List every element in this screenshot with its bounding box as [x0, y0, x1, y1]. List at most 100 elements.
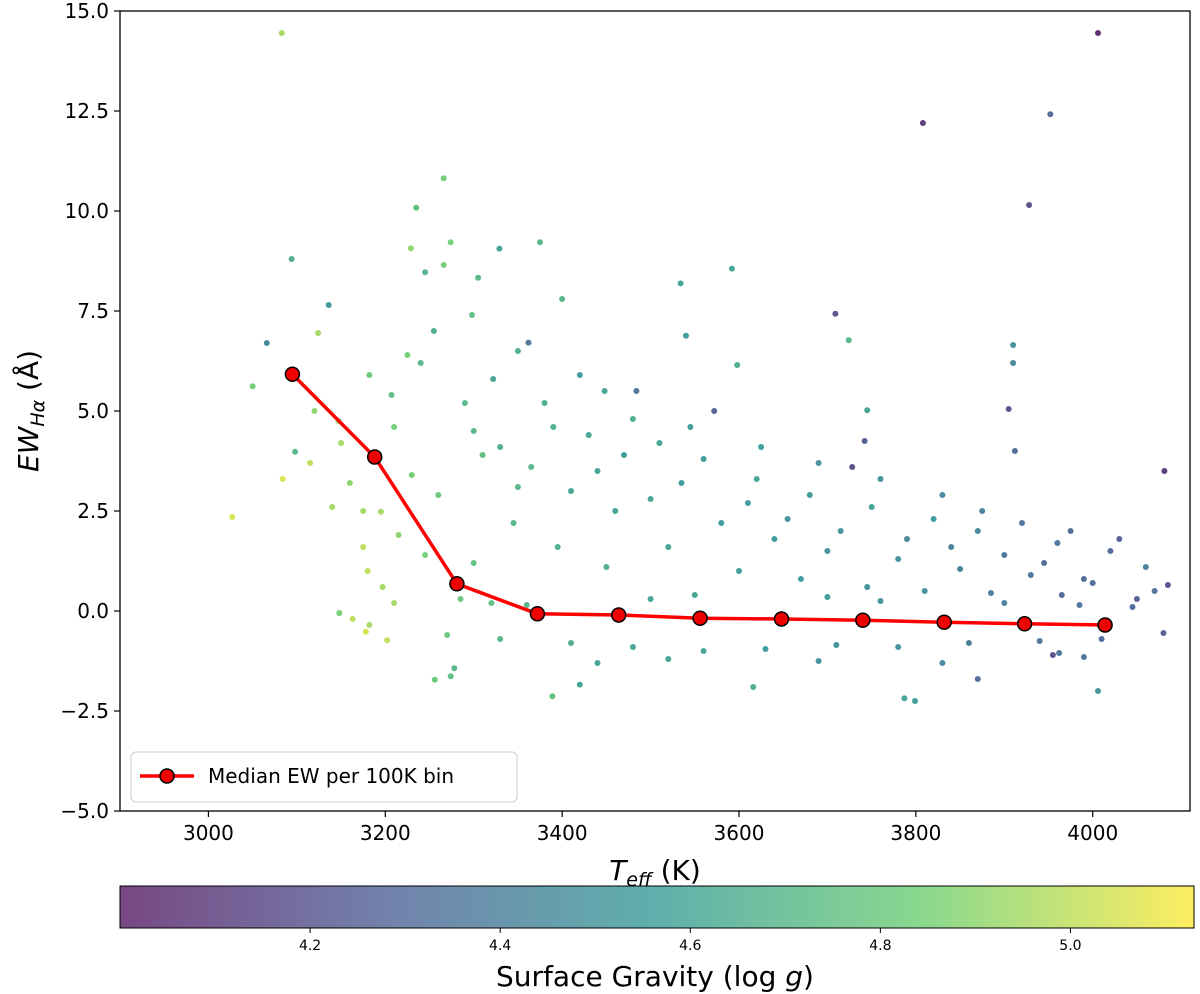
- scatter-point: [921, 588, 928, 594]
- scatter-point: [413, 204, 420, 211]
- scatter-point: [957, 566, 964, 572]
- scatter-point: [457, 596, 464, 602]
- legend-marker-swatch: [159, 768, 175, 784]
- scatter-point: [1095, 688, 1101, 694]
- scatter-point: [837, 528, 844, 534]
- x-axis: 3000 3200 3400 3600 3800 4000: [183, 811, 1118, 845]
- plot-frame: [119, 10, 1191, 812]
- scatter-point: [447, 673, 454, 680]
- x-tick-label: 4000: [1067, 821, 1118, 845]
- scatter-point: [691, 592, 698, 598]
- scatter-point: [1107, 548, 1114, 554]
- y-tick-label: 12.5: [64, 99, 109, 123]
- scatter-point: [1098, 636, 1105, 642]
- scatter-point: [461, 400, 468, 406]
- scatter-point: [1036, 638, 1043, 644]
- scatter-point: [249, 383, 256, 390]
- colorbar-tick-label: 4.4: [489, 938, 511, 954]
- y-tick-label: 5.0: [77, 399, 109, 423]
- scatter-point: [939, 660, 946, 666]
- scatter-point: [279, 476, 286, 482]
- scatter-point: [496, 245, 503, 252]
- scatter-point: [833, 642, 840, 648]
- scatter-point: [391, 424, 398, 430]
- scatter-point: [497, 444, 504, 450]
- scatter-point: [895, 556, 902, 562]
- scatter-point: [1054, 540, 1061, 546]
- scatter-point: [656, 440, 663, 446]
- scatter-point: [366, 622, 373, 628]
- colorbar-tick-label: 4.6: [679, 938, 701, 954]
- scatter-point: [711, 408, 718, 414]
- scatter-point: [263, 340, 270, 346]
- scatter-point: [576, 372, 583, 378]
- scatter-point: [278, 30, 285, 36]
- scatter-point: [525, 339, 532, 346]
- scatter-point: [1047, 111, 1054, 118]
- median-marker: [366, 449, 383, 465]
- scatter-point: [647, 496, 654, 502]
- x-tick-label: 3400: [537, 821, 588, 845]
- scatter-point: [479, 452, 486, 458]
- scatter-point: [346, 480, 353, 486]
- scatter-point: [1027, 572, 1034, 578]
- scatter-point: [979, 508, 986, 514]
- scatter-point: [864, 407, 871, 414]
- colorbar-tick-label: 5.0: [1059, 938, 1081, 954]
- scatter-point: [1080, 654, 1087, 660]
- scatter-point: [1076, 602, 1083, 608]
- y-tick-label: 7.5: [77, 299, 109, 323]
- scatter-point: [974, 676, 981, 682]
- scatter-point: [440, 175, 447, 182]
- scatter-point: [930, 516, 937, 522]
- scatter-point: [391, 600, 398, 606]
- x-tick-label: 3800: [890, 821, 941, 845]
- scatter-point: [229, 514, 236, 520]
- median-marker: [1016, 616, 1033, 632]
- scatter-point: [629, 416, 636, 422]
- scatter-point: [824, 594, 831, 600]
- scatter-point: [444, 632, 451, 638]
- scatter-point: [336, 610, 343, 616]
- y-tick-label: 2.5: [77, 499, 109, 523]
- scatter-point: [1041, 560, 1048, 566]
- scatter-point: [665, 544, 672, 550]
- scatter-point: [377, 508, 384, 515]
- scatter-point: [815, 460, 822, 466]
- scatter-point: [1080, 576, 1087, 582]
- y-tick-label: −2.5: [60, 699, 109, 723]
- scatter-point: [612, 508, 619, 514]
- y-axis: −5.0 −2.5 0.0 2.5 5.0 7.5 10.0 12.5 15.0: [60, 0, 120, 823]
- scatter-point: [497, 636, 504, 642]
- y-tick-label: 10.0: [64, 199, 109, 223]
- scatter-point: [877, 476, 884, 482]
- scatter-point: [965, 640, 972, 646]
- scatter-point: [395, 532, 402, 538]
- legend-label: Median EW per 100K bin: [208, 764, 454, 788]
- median-marker: [284, 366, 301, 382]
- scatter-point: [585, 432, 592, 438]
- scatter-point: [734, 362, 741, 368]
- scatter-point: [750, 684, 757, 690]
- scatter-point: [325, 302, 332, 308]
- scatter-point: [784, 516, 791, 522]
- x-axis-label: Teff (K): [609, 854, 701, 891]
- scatter-point: [1161, 468, 1168, 474]
- scatter-point: [861, 438, 868, 444]
- scatter-point: [845, 337, 852, 344]
- scatter-point: [864, 584, 871, 590]
- scatter-point: [1001, 600, 1008, 606]
- scatter-point: [292, 448, 299, 455]
- scatter-point: [832, 310, 839, 317]
- scatter-point: [824, 548, 831, 554]
- scatter-point: [771, 536, 778, 542]
- scatter-point: [728, 265, 735, 272]
- scatter-point: [559, 296, 566, 302]
- y-tick-label: 15.0: [64, 0, 109, 23]
- scatter-point: [490, 376, 497, 382]
- scatter-point: [629, 644, 636, 650]
- scatter-point: [362, 628, 369, 635]
- scatter-point: [849, 464, 856, 470]
- scatter-point: [404, 352, 411, 358]
